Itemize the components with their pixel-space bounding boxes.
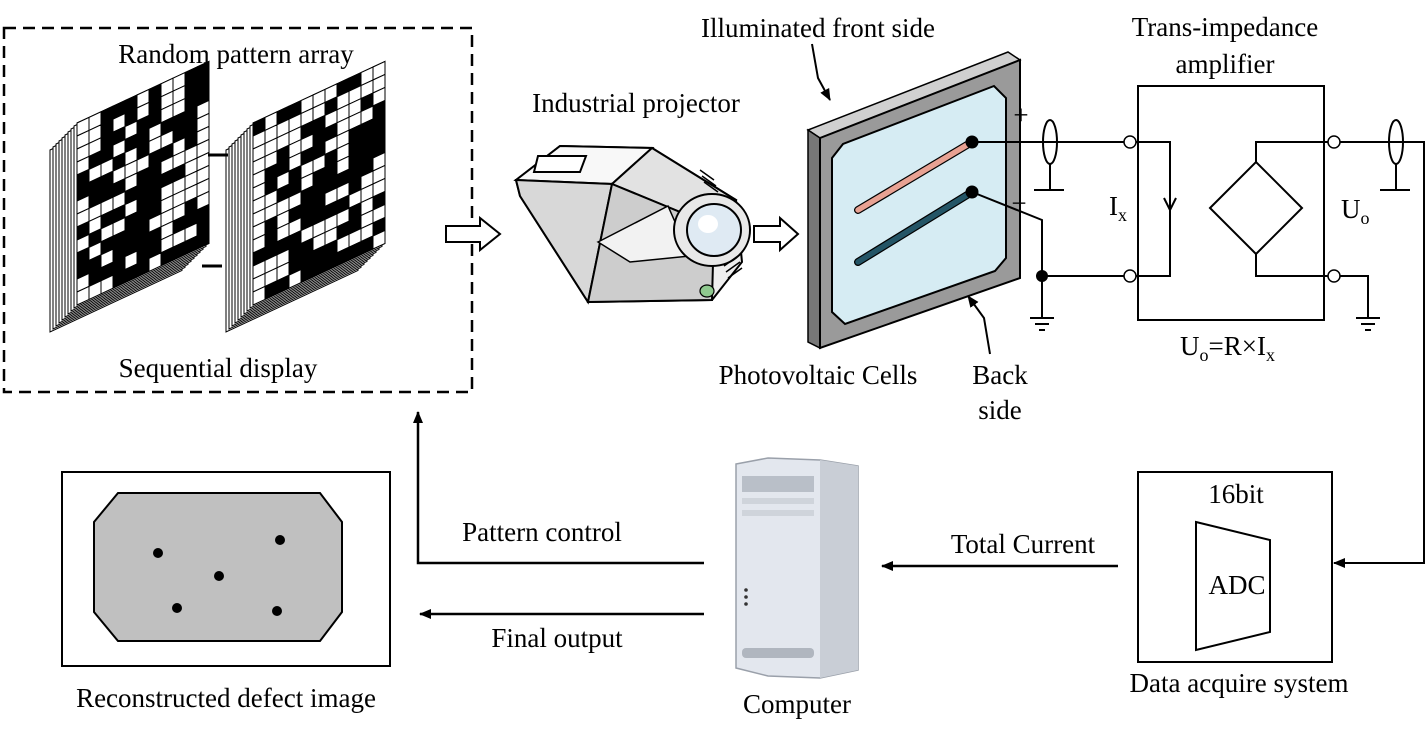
pattern-array-title: Random pattern array (118, 39, 354, 69)
defect-wafer-shape (93, 492, 343, 642)
photovoltaic-cell-panel (806, 51, 1022, 350)
pattern-stack-right-icon (225, 60, 386, 333)
adc-bits-label: 16bit (1208, 479, 1264, 509)
pattern-control-label: Pattern control (462, 517, 622, 547)
hollow-arrow-to-cells (753, 215, 800, 253)
projector-icon (513, 144, 751, 305)
back-side-pointer (967, 295, 991, 355)
trans-impedance-amplifier (1136, 85, 1425, 568)
signal-wiring (971, 119, 1124, 331)
amplifier-terminals (1123, 135, 1341, 283)
hollow-arrow-to-projector (445, 215, 502, 253)
positive-terminal-sign: + (1013, 100, 1028, 130)
pattern-array-box (2, 26, 474, 394)
pattern-control-arrow (413, 411, 704, 565)
photovoltaic-cells-label: Photovoltaic Cells (719, 360, 918, 390)
data-acquire-box (1137, 471, 1333, 663)
front-side-pointer (811, 43, 831, 101)
reconstructed-image-label: Reconstructed defect image (76, 683, 376, 713)
defect-points (153, 535, 285, 616)
back-side-label-line2: side (978, 395, 1022, 425)
adc-label: ADC (1208, 570, 1265, 600)
back-side-label-line1: Back (972, 360, 1028, 390)
pattern-stack-left-icon (49, 60, 210, 333)
tia-formula: Uo=R×Ix (1180, 331, 1275, 365)
sequential-display-caption: Sequential display (119, 353, 318, 383)
output-voltage-label: Uo (1341, 194, 1370, 228)
tower-computer-icon (735, 457, 859, 679)
adc-block (1195, 520, 1271, 652)
total-current-label: Total Current (951, 529, 1096, 559)
tia-label-line2: amplifier (1176, 49, 1275, 79)
current-label: Ix (1109, 191, 1127, 225)
data-acquire-label: Data acquire system (1130, 668, 1349, 698)
projector-label: Industrial projector (532, 88, 740, 118)
negative-terminal-sign: − (1011, 188, 1026, 218)
tia-label-line1: Trans-impedance (1132, 12, 1318, 42)
computer-label: Computer (743, 689, 851, 719)
ground-junction (1036, 270, 1048, 282)
front-side-label: Illuminated front side (701, 13, 935, 43)
final-output-label: Final output (491, 623, 623, 653)
